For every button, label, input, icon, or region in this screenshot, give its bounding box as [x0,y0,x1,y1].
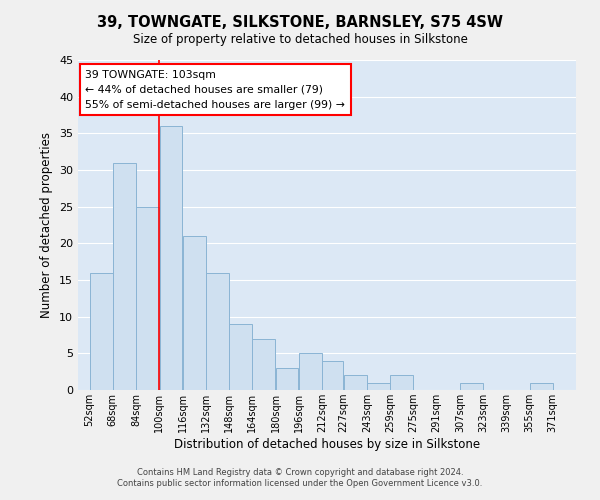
Bar [160,126,182,390]
Bar [275,368,298,390]
Bar [229,324,252,390]
Bar [253,338,275,390]
Bar [322,360,343,390]
Bar [299,354,322,390]
Text: Contains HM Land Registry data © Crown copyright and database right 2024.
Contai: Contains HM Land Registry data © Crown c… [118,468,482,487]
Text: 39, TOWNGATE, SILKSTONE, BARNSLEY, S75 4SW: 39, TOWNGATE, SILKSTONE, BARNSLEY, S75 4… [97,15,503,30]
Y-axis label: Number of detached properties: Number of detached properties [40,132,53,318]
Bar [183,236,206,390]
Text: Size of property relative to detached houses in Silkstone: Size of property relative to detached ho… [133,32,467,46]
Bar [113,162,136,390]
Bar [206,272,229,390]
Bar [391,376,413,390]
Bar [460,382,483,390]
Bar [530,382,553,390]
Text: 39 TOWNGATE: 103sqm
← 44% of detached houses are smaller (79)
55% of semi-detach: 39 TOWNGATE: 103sqm ← 44% of detached ho… [85,70,346,110]
Bar [136,206,159,390]
X-axis label: Distribution of detached houses by size in Silkstone: Distribution of detached houses by size … [174,438,480,451]
Bar [90,272,113,390]
Bar [367,382,390,390]
Bar [344,376,367,390]
